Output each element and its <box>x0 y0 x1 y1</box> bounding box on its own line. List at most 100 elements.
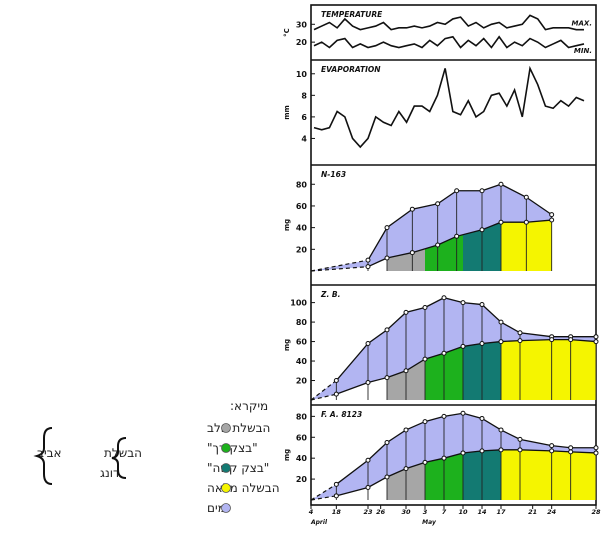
y-tick-label: 40 <box>296 454 308 463</box>
total-weight-point <box>549 443 555 449</box>
legend: מיקרא: הבשלת חלב "בצק רך" "בצק קשה" הבשל… <box>33 399 280 515</box>
y-tick-label: 10 <box>296 70 308 79</box>
total-weight-line-extrapolated <box>310 483 337 501</box>
total-weight-point <box>384 440 390 445</box>
figure-frame <box>310 4 597 506</box>
brace-inner-2: דונג <box>100 466 120 480</box>
legend-swatch <box>221 423 231 433</box>
brace-inner-1: הבשלת <box>104 446 142 460</box>
dry-weight-point <box>593 339 599 345</box>
dry-weight-point <box>333 493 339 499</box>
x-tick-label: 18 <box>332 508 342 516</box>
y-tick-label: 60 <box>296 202 308 211</box>
legend-swatch <box>221 503 231 513</box>
dry-weight-point <box>568 449 574 455</box>
y-tick-label: 30 <box>296 20 308 29</box>
y-tick-label: 6 <box>301 113 307 122</box>
total-weight-point <box>365 457 371 463</box>
dry-weight-point <box>384 375 390 381</box>
total-weight-point <box>498 427 504 433</box>
total-weight-point <box>333 378 339 384</box>
dry-weight-point <box>422 459 428 465</box>
legend-item-label: הבשלת חלב <box>207 421 270 435</box>
total-weight-point <box>384 225 390 231</box>
total-weight-line-extrapolated <box>310 259 369 272</box>
x-tick-label: 23 <box>363 508 373 516</box>
chart-title: TEMPERATURE <box>321 10 383 19</box>
x-tick-label: 24 <box>547 508 557 516</box>
dry-weight-point <box>593 450 599 456</box>
y-tick-label: 20 <box>296 475 308 484</box>
x-tick-label: 4 <box>309 508 314 516</box>
total-weight-point <box>422 304 428 310</box>
legend-item-label: מים <box>207 501 226 515</box>
dry-weight-point <box>403 466 409 472</box>
total-weight-point <box>403 309 409 315</box>
total-weight-point <box>593 334 599 340</box>
y-tick-label: 60 <box>296 338 308 347</box>
x-tick-label: 14 <box>477 508 487 516</box>
total-weight-point <box>593 445 599 451</box>
dry-weight-line-extrapolated <box>310 495 337 501</box>
total-weight-point <box>409 206 415 212</box>
x-tick-label: 10 <box>458 508 468 516</box>
total-weight-point <box>479 188 485 194</box>
legend-title: מיקרא: <box>230 399 268 413</box>
dry-weight-point <box>365 484 371 490</box>
chart-title: N-163 <box>321 170 346 179</box>
dry-weight-point <box>549 337 555 343</box>
total-weight-point <box>479 302 485 308</box>
y-tick-label: 4 <box>301 134 307 143</box>
x-tick-label: 7 <box>442 508 447 516</box>
total-weight-point <box>460 300 466 306</box>
legend-swatch <box>221 463 231 473</box>
chart-title: EVAPORATION <box>321 65 381 74</box>
full-ripeness-area <box>501 449 596 500</box>
full-ripeness-area <box>501 339 596 400</box>
x-tick-label: 28 <box>591 508 601 516</box>
x-month-label: May <box>422 519 437 526</box>
dry-weight-point <box>441 350 447 356</box>
dry-weight-point <box>498 219 504 225</box>
total-weight-point <box>384 327 390 333</box>
chart-title: F. A. 8123 <box>321 410 362 419</box>
x-tick-label: 3 <box>423 508 428 516</box>
dry-weight-point <box>523 219 529 225</box>
dry-weight-point <box>479 341 485 347</box>
dry-weight-point <box>333 391 339 397</box>
y-tick-label: 80 <box>296 318 308 327</box>
dry-weight-point <box>435 242 441 248</box>
y-tick-label: 20 <box>296 245 308 254</box>
inner-brace <box>111 437 127 479</box>
x-tick-label: 21 <box>528 508 537 516</box>
total-weight-point <box>523 194 529 200</box>
total-weight-point <box>479 415 485 421</box>
dry-weight-point <box>517 338 523 344</box>
y-axis-label: mg <box>283 219 291 231</box>
total-weight-point <box>435 201 441 207</box>
y-tick-label: 8 <box>301 91 307 100</box>
series-label: MAX. <box>572 20 592 28</box>
total-weight-point <box>403 427 409 433</box>
total-weight-point <box>422 419 428 425</box>
y-axis-label: mg <box>283 339 291 351</box>
dry-weight-point <box>422 356 428 362</box>
dry-weight-point <box>549 217 555 223</box>
water-area <box>311 184 552 271</box>
dry-weight-point <box>460 343 466 349</box>
y-tick-label: 80 <box>296 412 308 421</box>
total-weight-line-extrapolated <box>310 380 337 401</box>
legend-swatch <box>221 483 231 493</box>
chart-title: Z. B. <box>320 290 340 299</box>
total-weight-point <box>549 212 555 218</box>
total-weight-point <box>568 445 574 451</box>
water-area <box>311 297 596 400</box>
y-tick-label: 60 <box>296 433 308 442</box>
outer-brace <box>33 427 53 485</box>
charts: TEMPERATURE °C 20 30 MAX. MIN. EVAPORATION mm 4 6… <box>283 4 601 526</box>
total-weight-point <box>460 410 466 416</box>
total-weight-point <box>441 295 447 301</box>
dry-weight-point <box>498 447 504 453</box>
dry-weight-point <box>441 455 447 461</box>
